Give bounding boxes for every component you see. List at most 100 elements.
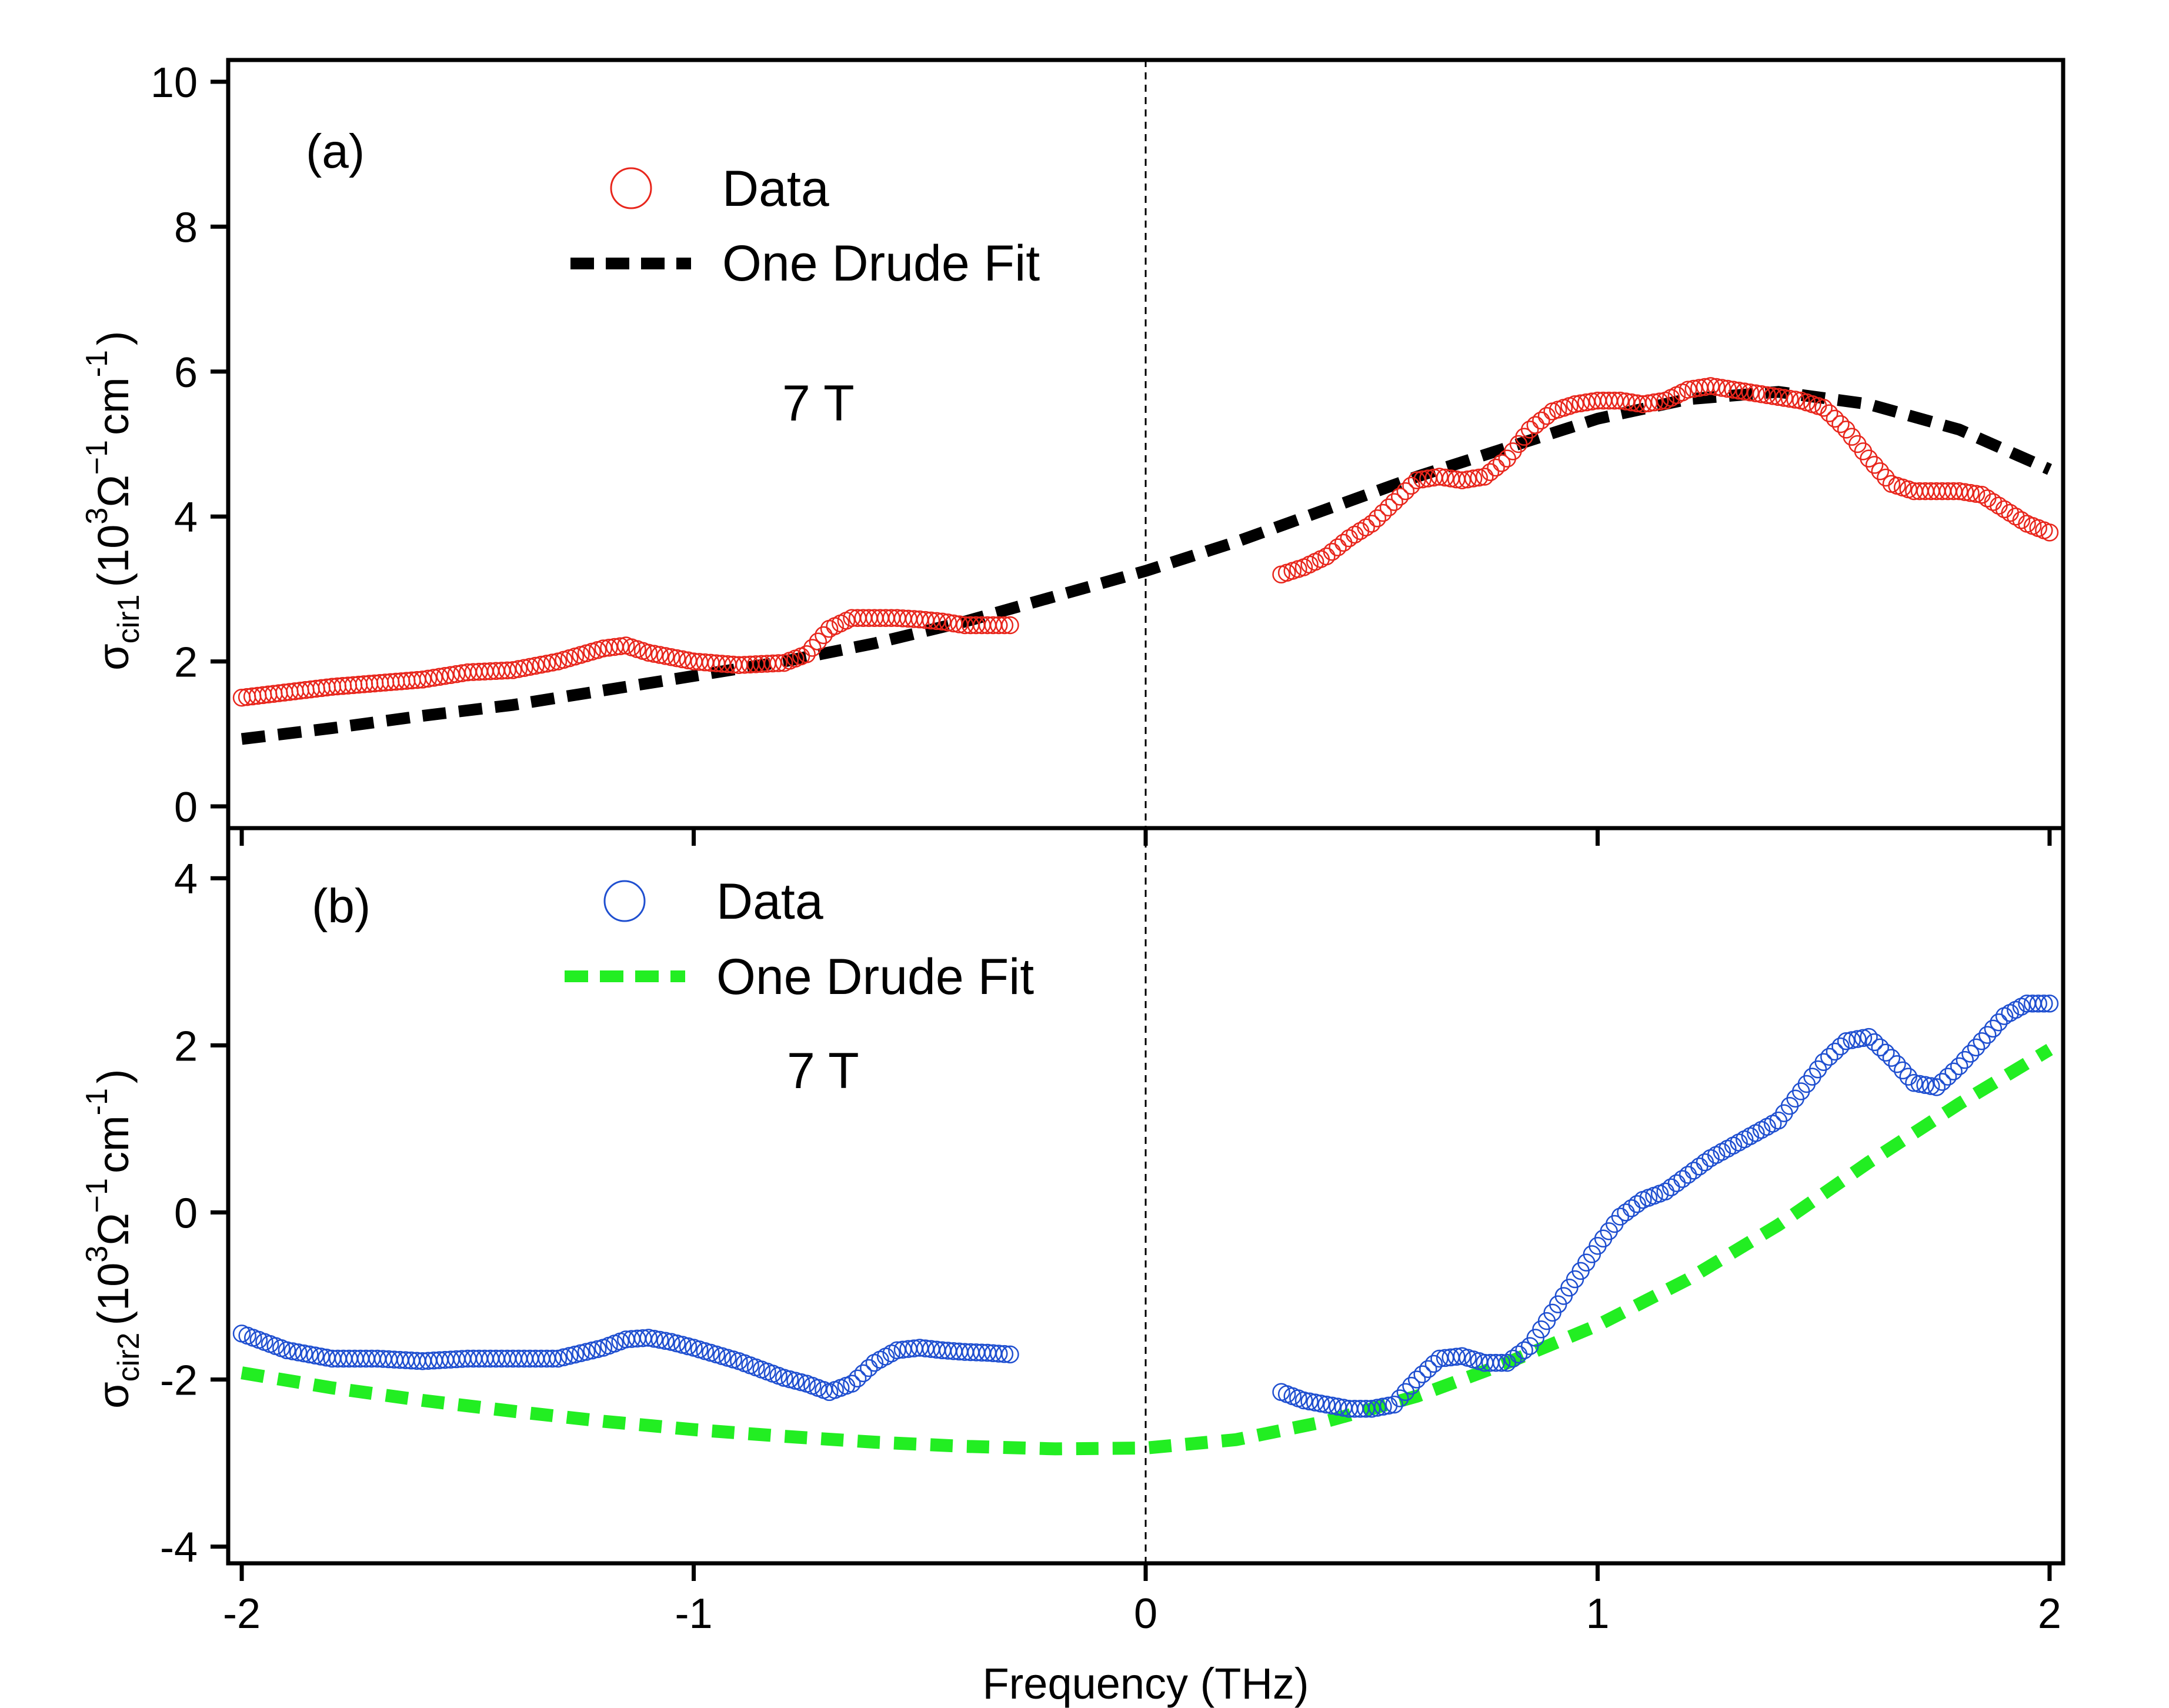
panel-a-data-point <box>1820 404 1838 422</box>
panel-a-data-point <box>572 646 590 664</box>
panel-a-data-point <box>1481 463 1500 481</box>
panel-a-data-point <box>419 669 438 688</box>
panel-a-data-point <box>2001 503 2019 522</box>
panel-a-ylabel-ohm: Ω <box>89 475 138 507</box>
panel-b-data-point <box>1871 1038 1890 1057</box>
panel-a-data-point <box>1741 383 1760 402</box>
panel-b-data-point <box>1921 1077 1940 1095</box>
panel-a-data-point <box>650 646 669 664</box>
panel-b-data-point <box>1312 1395 1330 1413</box>
panel-b-data-point <box>673 1336 692 1354</box>
panel-a-data-point <box>1617 392 1635 411</box>
panel-a-data-point <box>1978 489 1997 508</box>
panel-a-data-point <box>442 666 460 684</box>
panel-a-data-point <box>1498 449 1517 468</box>
panel-a-data-point <box>1532 411 1550 430</box>
panel-a-data-point <box>1650 392 1669 411</box>
panel-b-ylabel-cm-exp: -1 <box>80 1088 114 1115</box>
panel-a-data-point <box>1357 518 1375 536</box>
panel-b-data-point <box>1622 1199 1641 1217</box>
panel-a-data-point <box>1436 468 1454 487</box>
panel-b-data-point <box>656 1332 675 1350</box>
panel-b-data-point <box>1775 1104 1793 1122</box>
panel-b-data-point <box>1865 1033 1884 1052</box>
panel-b-data-point <box>679 1337 698 1356</box>
panel-b-data-point <box>1413 1365 1431 1383</box>
panel-b-data-point <box>1515 1341 1533 1360</box>
panel-b-ytick-label: 0 <box>174 1190 198 1237</box>
panel-a-data-point <box>1775 389 1793 407</box>
legend-a-fit-label: One Drude Fit <box>722 235 1040 292</box>
panel-b-data-point <box>1984 1019 2003 1038</box>
panel-a-data-point <box>1956 483 1974 501</box>
panel-a-data-point <box>1780 389 1799 408</box>
panel-b-data-point <box>1594 1229 1613 1248</box>
panel-a-data-point <box>1430 468 1449 486</box>
panel-b-data-point <box>1447 1347 1466 1366</box>
panel-b-data-point <box>995 1345 1014 1363</box>
panel-a-ylabel-close: ) <box>89 331 138 345</box>
panel-a-ytick-label: 8 <box>174 204 198 251</box>
panel-b-data-point <box>1673 1170 1691 1188</box>
panel-a-data-point <box>673 650 692 669</box>
panel-a-data-point <box>1848 435 1867 453</box>
panel-a-data-point <box>1487 458 1505 477</box>
panel-b-fit-line <box>241 1043 2053 1456</box>
panel-a-data-point <box>1537 407 1556 425</box>
panel-b-data-point <box>306 1346 325 1365</box>
panel-b-xtick-label: 1 <box>1586 1590 1609 1637</box>
panel-b-data-point <box>645 1330 663 1348</box>
panel-a-data-point <box>656 647 675 665</box>
legend-a-data-marker <box>610 167 652 209</box>
panel-b-data-point <box>843 1375 861 1393</box>
panel-a-data-point <box>1865 456 1884 474</box>
panel-b-data-point <box>1001 1345 1019 1364</box>
panel-b-data-point <box>555 1348 573 1366</box>
panel-b-series <box>232 995 2059 1456</box>
panel-b-data-point <box>289 1343 308 1362</box>
panel-a-data-point <box>413 670 432 689</box>
panel-b-data-point <box>1656 1182 1674 1201</box>
legend-b-fit-label: One Drude Fit <box>716 949 1034 1005</box>
panel-a-data-point <box>566 648 585 666</box>
panel-b-data-point <box>1368 1399 1387 1417</box>
panel-a-data-point <box>1351 522 1370 541</box>
panel-b-data-point <box>707 1345 726 1364</box>
panel-a-data-point <box>803 639 822 657</box>
panel-b-data-point <box>278 1341 296 1360</box>
panel-a-data-point <box>436 667 455 685</box>
panel-a-data-point <box>1526 416 1545 434</box>
panel-a-data-point <box>989 616 1008 635</box>
panel-a-data-point <box>588 640 607 659</box>
panel-b-data-point <box>1893 1061 1912 1080</box>
panel-a-ylabel-cm-exp: -1 <box>80 350 114 377</box>
panel-a-data-point <box>1730 381 1748 400</box>
panel-b-data-point <box>989 1345 1008 1363</box>
panel-b-data-point <box>1820 1048 1838 1066</box>
panel-b-data-point <box>1487 1353 1505 1372</box>
panel-b-xtick-label: -2 <box>223 1590 261 1637</box>
panel-a-data-point <box>1611 391 1630 410</box>
panel-a-data-point <box>1826 409 1844 428</box>
panel-a: 0 2 4 6 8 10 (a) 7 T Data One Drude Fit σcir1… <box>80 58 2065 846</box>
panel-a-data-point <box>515 659 533 677</box>
panel-b-data-point <box>1826 1042 1844 1061</box>
panel-a-data-point <box>1634 395 1652 413</box>
panel-b-data-point <box>1905 1073 1923 1092</box>
panel-b-ytick-label: 2 <box>174 1023 198 1070</box>
panel-b-ylabel-sub: cir2 <box>112 1333 146 1382</box>
panel-a-data-point <box>577 644 596 663</box>
panel-b-data-point <box>1978 1026 1997 1044</box>
panel-b-data-point <box>685 1339 703 1357</box>
panel-b-data-point <box>1933 1073 1951 1091</box>
panel-a-data-point <box>1724 381 1743 399</box>
panel-b-data-point <box>690 1340 709 1359</box>
panel-a-data-point <box>1504 442 1522 461</box>
panel-b-data-point <box>1882 1049 1901 1067</box>
panel-a-data-point <box>1860 449 1878 468</box>
panel-a-data-point <box>1679 381 1697 399</box>
panel-b-data-point <box>1600 1222 1618 1240</box>
legend-b-data-label: Data <box>716 873 823 930</box>
panel-b-field-label: 7 T <box>787 1043 859 1099</box>
panel-b-data-point <box>1837 1032 1856 1050</box>
